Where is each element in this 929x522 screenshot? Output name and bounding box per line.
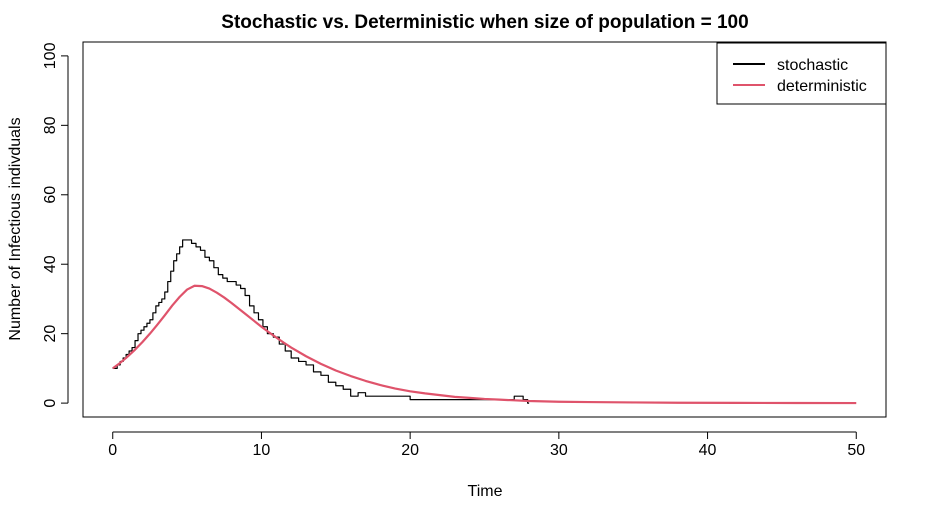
y-axis-label: Number of Infectious indivduals (7, 117, 24, 340)
y-tick-label: 60 (42, 186, 59, 204)
y-tick-label: 100 (42, 42, 59, 69)
x-tick-label: 30 (550, 442, 568, 459)
y-axis: 0 20 40 60 80 100 (42, 42, 69, 408)
x-tick-label: 20 (401, 442, 419, 459)
series-line-deterministic (112, 284, 857, 405)
y-tick-label: 0 (42, 399, 59, 408)
series-line-stochastic (112, 239, 530, 404)
legend: stochastic deterministic (716, 42, 887, 105)
series-layer (112, 239, 857, 405)
x-axis-label: Time (468, 483, 503, 500)
x-tick-label: 0 (108, 442, 117, 459)
y-tick-label: 80 (42, 116, 59, 134)
legend-label-deterministic: deterministic (777, 78, 867, 95)
legend-box (716, 42, 887, 105)
x-tick-label: 50 (847, 442, 865, 459)
plot-frame (82, 41, 887, 418)
x-axis: 0 10 20 30 40 50 (108, 431, 865, 459)
x-tick-label: 40 (699, 442, 717, 459)
x-tick-label: 10 (253, 442, 271, 459)
y-tick-label: 40 (42, 255, 59, 273)
chart-title: Stochastic vs. Deterministic when size o… (221, 12, 748, 33)
legend-label-stochastic: stochastic (777, 57, 848, 74)
y-tick-label: 20 (42, 325, 59, 343)
